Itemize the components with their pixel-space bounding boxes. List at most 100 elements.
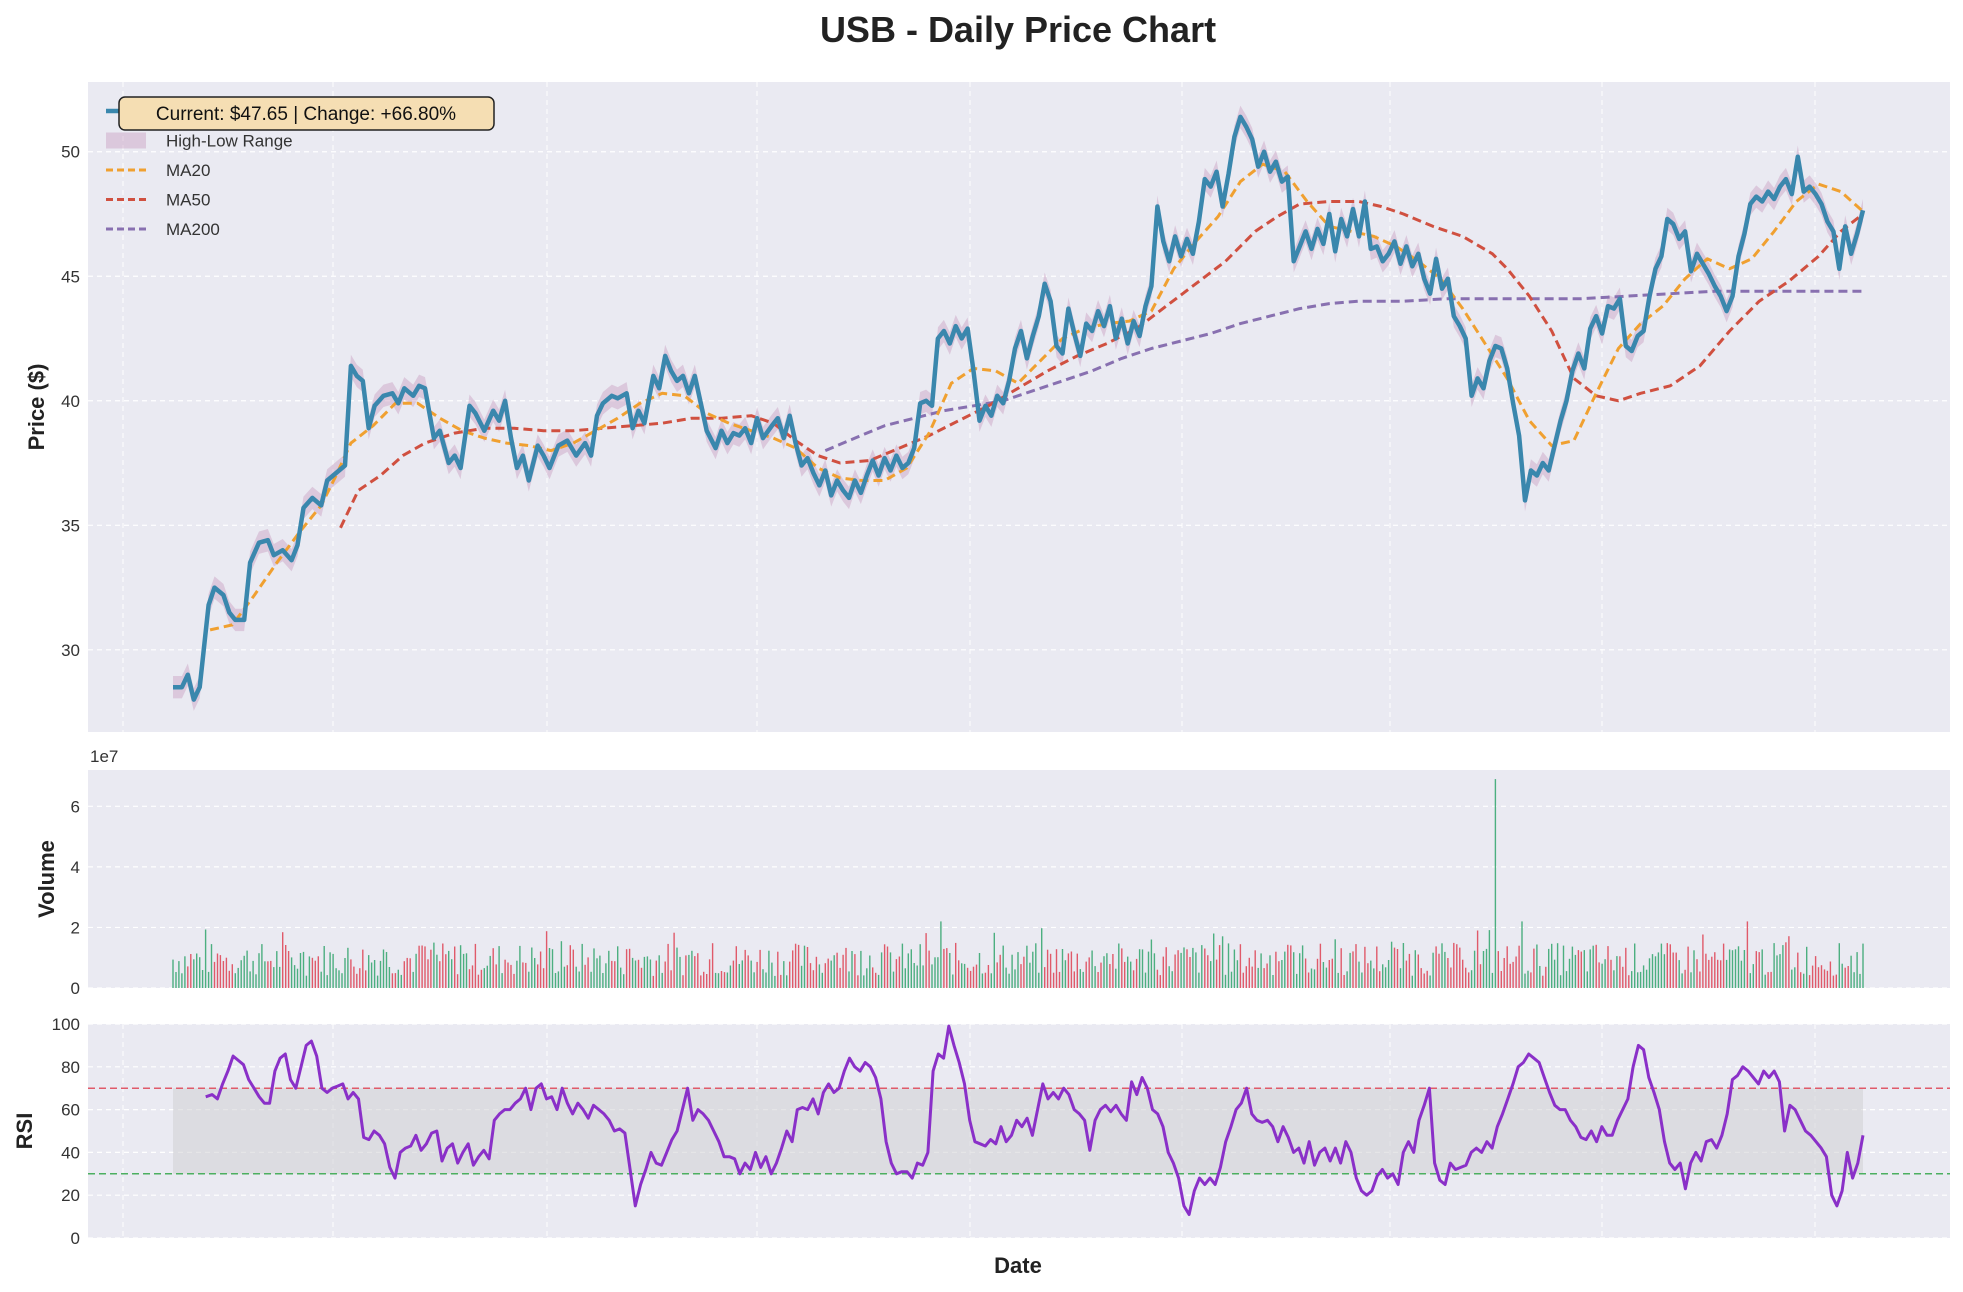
- volume-bar: [332, 953, 334, 988]
- volume-bar: [872, 967, 874, 988]
- volume-bar: [483, 968, 485, 988]
- volume-bar: [1224, 974, 1227, 988]
- volume-bar: [1275, 951, 1277, 988]
- volume-bar: [1364, 946, 1366, 988]
- volume-bar: [1411, 975, 1413, 988]
- volume-bar: [1029, 962, 1031, 988]
- volume-bar: [670, 970, 672, 988]
- volume-bar: [1201, 945, 1203, 988]
- volume-bar: [1711, 956, 1713, 988]
- volume-bar: [806, 947, 809, 988]
- volume-bar: [827, 958, 829, 988]
- volume-bar: [338, 970, 340, 988]
- volume-bar: [723, 972, 726, 988]
- volume-bar: [643, 956, 646, 988]
- volume-bar: [1177, 950, 1179, 988]
- volume-bar: [646, 956, 649, 988]
- price-ytick-label: 50: [61, 143, 80, 162]
- legend-ma50-label: MA50: [166, 191, 210, 210]
- volume-bar: [1693, 950, 1695, 988]
- volume-bar: [1064, 960, 1067, 988]
- volume-bar: [679, 956, 681, 988]
- volume-bar: [1660, 943, 1663, 988]
- volume-bar: [830, 960, 832, 988]
- volume-bar: [1740, 960, 1743, 988]
- volume-bar: [1150, 939, 1153, 988]
- volume-bar: [1518, 945, 1520, 988]
- volume-bar: [477, 974, 480, 988]
- volume-bar: [1548, 948, 1550, 988]
- volume-bar: [489, 955, 491, 988]
- volume-bar: [1696, 959, 1698, 988]
- volume-bar: [1485, 948, 1488, 988]
- volume-bar: [305, 975, 308, 988]
- volume-bar: [581, 943, 583, 988]
- volume-bar: [1737, 946, 1740, 988]
- volume-bar: [563, 966, 566, 988]
- volume-bar: [762, 969, 764, 988]
- volume-bar: [1580, 951, 1582, 988]
- volume-bar: [1595, 944, 1597, 988]
- volume-bar: [492, 948, 494, 988]
- volume-bar: [1619, 956, 1621, 988]
- volume-bar: [1109, 964, 1111, 988]
- volume-bar: [1622, 966, 1624, 988]
- volume-bar: [1574, 954, 1577, 988]
- volume-bar: [258, 953, 260, 988]
- volume-bar: [1393, 947, 1396, 988]
- volume-bar: [1835, 974, 1837, 988]
- volume-bar: [1079, 969, 1081, 988]
- volume-bar: [706, 974, 708, 988]
- volume-bar: [1476, 930, 1479, 988]
- volume-bar: [845, 947, 847, 988]
- volume-bar: [1189, 957, 1191, 988]
- volume-bar: [883, 944, 886, 988]
- volume-bar: [1814, 956, 1817, 988]
- volume-bar: [1817, 967, 1820, 988]
- volume-bar: [1681, 973, 1683, 988]
- volume-bar: [554, 973, 557, 988]
- volume-bar: [880, 952, 883, 988]
- volume-bar: [978, 953, 981, 988]
- volume-bar: [504, 959, 506, 988]
- volume-bar: [1239, 944, 1242, 988]
- volume-bar: [1245, 966, 1247, 988]
- volume-bar: [1586, 971, 1588, 988]
- volume-bar: [1497, 951, 1499, 988]
- volume-bar: [1141, 949, 1144, 988]
- volume-bar: [1820, 965, 1823, 988]
- volume-bar: [821, 972, 823, 988]
- volume-offset-label: 1e7: [90, 747, 118, 766]
- volume-bar: [1340, 948, 1342, 988]
- volume-bar: [602, 973, 604, 988]
- volume-bar: [1168, 966, 1170, 988]
- volume-bar: [1144, 972, 1147, 988]
- volume-bar: [652, 975, 654, 988]
- volume-bar: [1349, 952, 1351, 988]
- volume-bar: [501, 973, 503, 988]
- volume-bar: [1829, 961, 1832, 988]
- volume-bar: [1545, 966, 1547, 988]
- volume-bar: [1352, 951, 1354, 988]
- price-ytick-label: 35: [61, 516, 80, 535]
- volume-bar: [456, 974, 459, 988]
- volume-bar: [1571, 946, 1574, 988]
- volume-bar: [1432, 952, 1434, 988]
- volume-bar: [1130, 961, 1132, 988]
- volume-bar: [1634, 943, 1636, 988]
- volume-bar: [1459, 947, 1461, 988]
- volume-bar: [376, 975, 379, 988]
- volume-bar: [1749, 973, 1751, 988]
- volume-bar: [1426, 970, 1428, 988]
- volume-bar: [1331, 958, 1333, 988]
- volume-bar: [1296, 973, 1298, 988]
- volume-bar: [1435, 946, 1437, 988]
- volume-bar: [771, 962, 773, 988]
- volume-bar: [1269, 955, 1271, 988]
- volume-bar: [1473, 950, 1476, 988]
- volume-bar: [1583, 950, 1585, 988]
- volume-bar: [1613, 970, 1615, 988]
- volume-bar: [1844, 967, 1846, 988]
- volume-bar: [1604, 959, 1606, 988]
- volume-bar: [1382, 964, 1384, 988]
